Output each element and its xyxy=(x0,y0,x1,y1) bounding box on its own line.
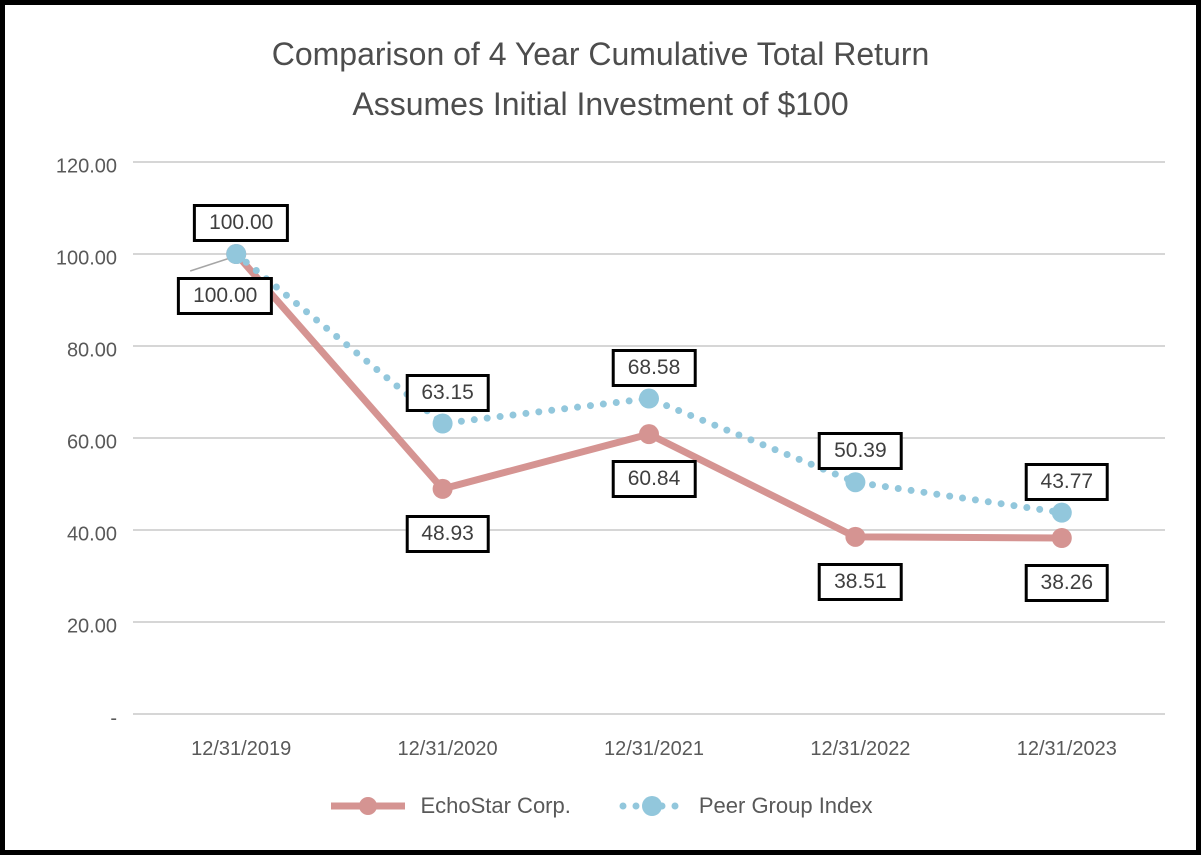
x-axis-tick: 12/31/2020 xyxy=(397,738,498,760)
y-axis-tick: 100.00 xyxy=(55,247,117,270)
data-label-box: 50.39 xyxy=(818,432,903,471)
dotted-line-marker-icon xyxy=(619,796,685,816)
legend: EchoStar Corp. Peer Group Index xyxy=(5,793,1196,819)
y-axis-tick: 120.00 xyxy=(55,155,117,178)
data-label-box: 100.00 xyxy=(193,204,290,242)
y-axis-tick: 80.00 xyxy=(66,339,117,362)
legend-label-peer-group: Peer Group Index xyxy=(698,793,873,818)
chart-title: Comparison of 4 Year Cumulative Total Re… xyxy=(5,29,1196,129)
data-label-box: 48.93 xyxy=(405,514,490,553)
data-label-box: 100.00 xyxy=(177,277,274,315)
x-axis-tick: 12/31/2021 xyxy=(603,738,705,760)
data-label-box: 60.84 xyxy=(611,460,697,499)
x-axis-tick: 12/31/2023 xyxy=(1016,738,1117,760)
plot-area xyxy=(133,161,1165,715)
chart-title-line1: Comparison of 4 Year Cumulative Total Re… xyxy=(271,36,930,72)
solid-line-marker-icon xyxy=(331,797,406,815)
y-axis-tick: - xyxy=(110,707,117,730)
legend-item-peer-group: Peer Group Index xyxy=(617,793,873,819)
x-axis-tick: 12/31/2022 xyxy=(810,738,911,760)
data-label-box: 38.51 xyxy=(818,562,903,601)
y-axis-tick: 20.00 xyxy=(66,615,117,638)
chart-title-line2: Assumes Initial Investment of $100 xyxy=(352,86,849,122)
data-label-box: 43.77 xyxy=(1024,462,1110,501)
x-axis-tick: 12/31/2019 xyxy=(191,738,292,760)
data-label-box: 68.58 xyxy=(611,348,697,387)
y-axis-tick: 40.00 xyxy=(66,523,117,546)
y-axis-tick: 60.00 xyxy=(66,431,117,454)
data-label-box: 63.15 xyxy=(405,373,490,412)
legend-item-echostar: EchoStar Corp. xyxy=(328,793,571,819)
data-label-box: 38.26 xyxy=(1024,564,1110,602)
legend-label-echostar: EchoStar Corp. xyxy=(420,793,571,818)
